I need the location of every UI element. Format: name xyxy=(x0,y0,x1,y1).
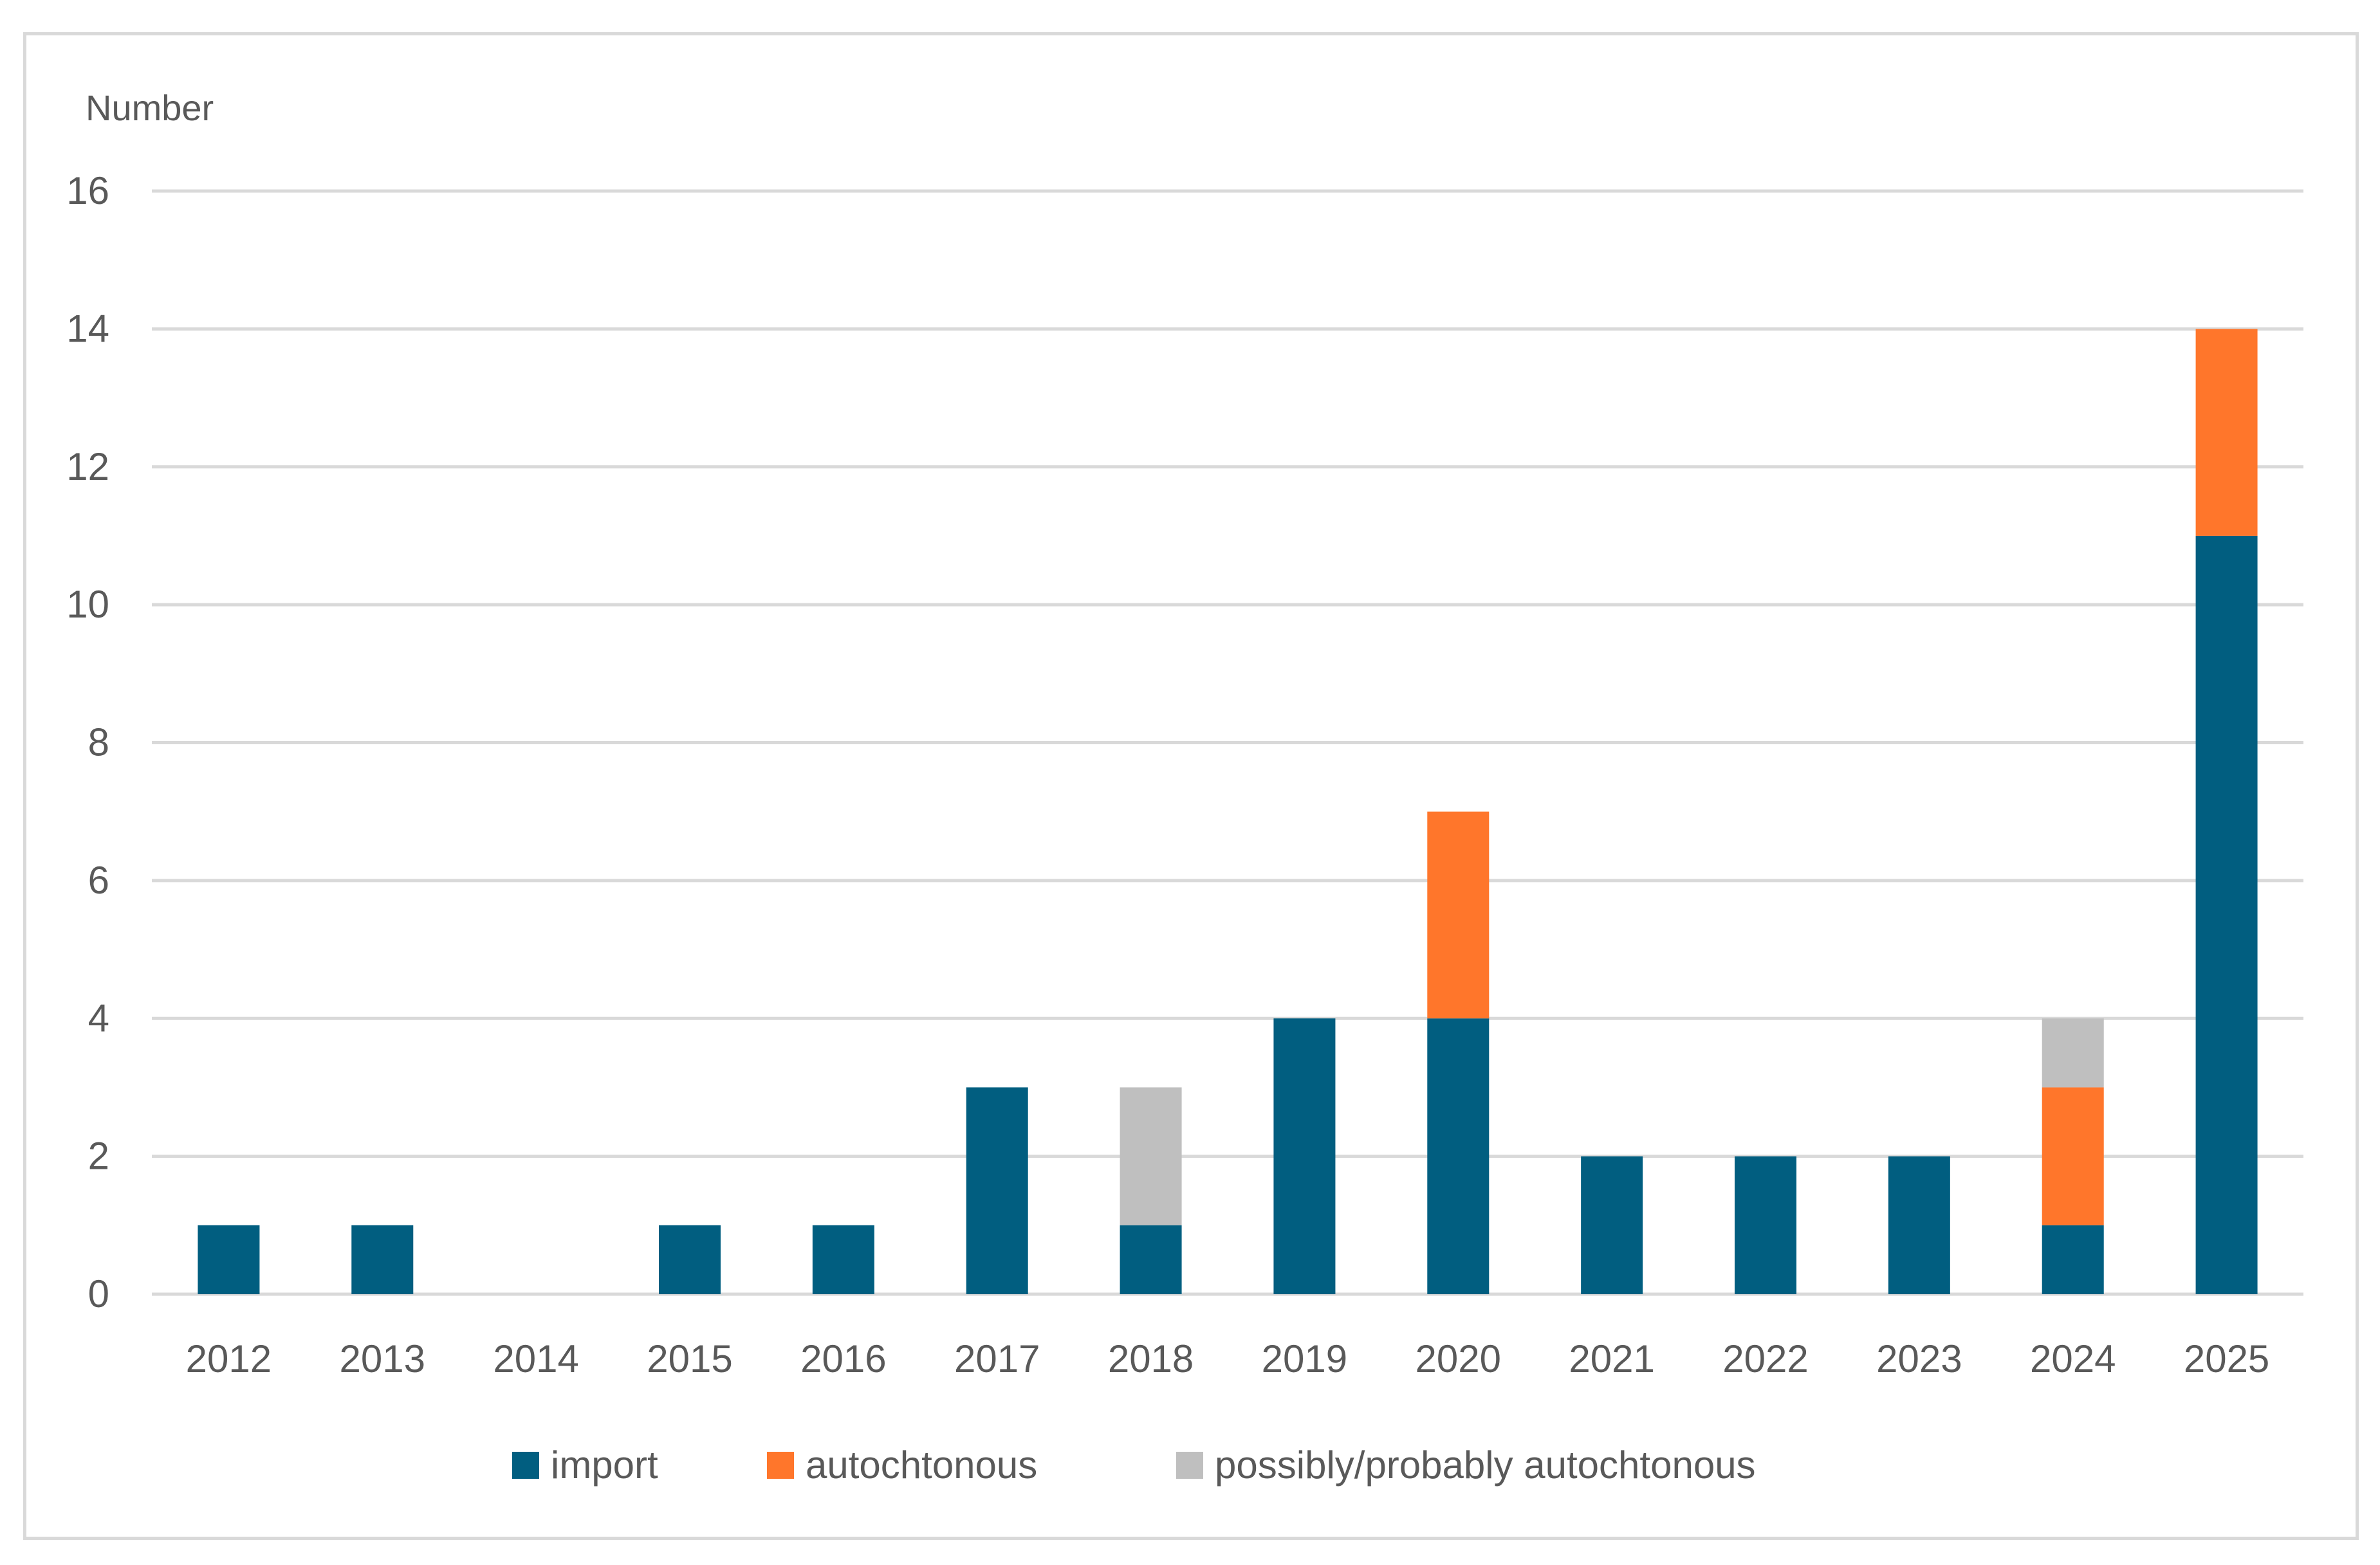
legend-swatch xyxy=(767,1452,794,1479)
bar-segment-2019-import xyxy=(1273,1018,1336,1294)
bar-segment-2018-possibly-probably-autochtonous xyxy=(1120,1087,1182,1225)
x-tick-label: 2024 xyxy=(2030,1337,2116,1380)
bar-segment-2024-import xyxy=(2042,1225,2104,1294)
x-tick-label: 2021 xyxy=(1569,1337,1654,1380)
legend-item-autochtonous: autochtonous xyxy=(767,1443,1037,1487)
bar-segment-2020-import xyxy=(1427,1018,1490,1294)
bar-segment-2024-possibly-probably-autochtonous xyxy=(2042,1018,2104,1088)
bar-segment-2016-import xyxy=(812,1225,874,1294)
y-tick-labels: 0 2 4 6 8 10 12 14 16 xyxy=(66,169,109,1315)
x-tick-label: 2014 xyxy=(493,1337,578,1380)
bar-segment-2020-autochtonous xyxy=(1427,811,1490,1019)
x-tick-label: 2016 xyxy=(800,1337,886,1380)
gridlines xyxy=(152,189,2303,1296)
legend: import autochtonous possibly/probably auto… xyxy=(512,1443,1756,1487)
x-tick-label: 2019 xyxy=(1262,1337,1347,1380)
bar-segment-2023-import xyxy=(1888,1156,1950,1294)
legend-label: import xyxy=(551,1443,658,1487)
x-tick-label: 2020 xyxy=(1416,1337,1501,1380)
x-tick-label: 2025 xyxy=(2184,1337,2269,1380)
bar-segment-2022-import xyxy=(1735,1156,1796,1294)
y-tick-label: 6 xyxy=(88,859,109,902)
y-tick-label: 14 xyxy=(66,307,109,350)
legend-item-possibly-probably-autochtonous: possibly/probably autochtonous xyxy=(1176,1443,1756,1487)
y-tick-label: 2 xyxy=(88,1135,109,1178)
bar-segment-2024-autochtonous xyxy=(2042,1087,2104,1225)
bar-segment-2017-import xyxy=(966,1087,1028,1294)
x-tick-label: 2022 xyxy=(1722,1337,1808,1380)
bar-segment-2013-import xyxy=(351,1225,414,1294)
bars xyxy=(198,329,2258,1294)
y-axis-label: Number xyxy=(86,87,214,128)
legend-label: autochtonous xyxy=(806,1443,1037,1487)
x-tick-label: 2015 xyxy=(647,1337,732,1380)
y-tick-label: 10 xyxy=(66,583,109,626)
x-tick-labels: 2012 2013 2014 2015 2016 2017 2018 2019 2020 2021… xyxy=(186,1337,2270,1380)
x-tick-label: 2017 xyxy=(954,1337,1040,1380)
bar-segment-2021-import xyxy=(1581,1156,1643,1294)
x-tick-label: 2023 xyxy=(1876,1337,1962,1380)
bar-segment-2015-import xyxy=(659,1225,721,1294)
x-tick-label: 2012 xyxy=(186,1337,272,1380)
y-tick-label: 0 xyxy=(88,1272,109,1315)
y-tick-label: 8 xyxy=(88,721,109,764)
x-tick-label: 2018 xyxy=(1108,1337,1194,1380)
legend-label: possibly/probably autochtonous xyxy=(1215,1443,1756,1487)
legend-item-import: import xyxy=(512,1443,658,1487)
legend-swatch xyxy=(512,1452,539,1479)
x-tick-label: 2013 xyxy=(340,1337,425,1380)
y-tick-label: 4 xyxy=(88,996,109,1039)
y-tick-label: 16 xyxy=(66,169,109,212)
bar-segment-2025-import xyxy=(2195,535,2258,1294)
bar-segment-2012-import xyxy=(198,1225,260,1294)
legend-swatch xyxy=(1176,1452,1203,1479)
bar-segment-2025-autochtonous xyxy=(2195,329,2258,536)
bar-segment-2018-import xyxy=(1120,1225,1182,1294)
y-tick-label: 12 xyxy=(66,445,109,488)
